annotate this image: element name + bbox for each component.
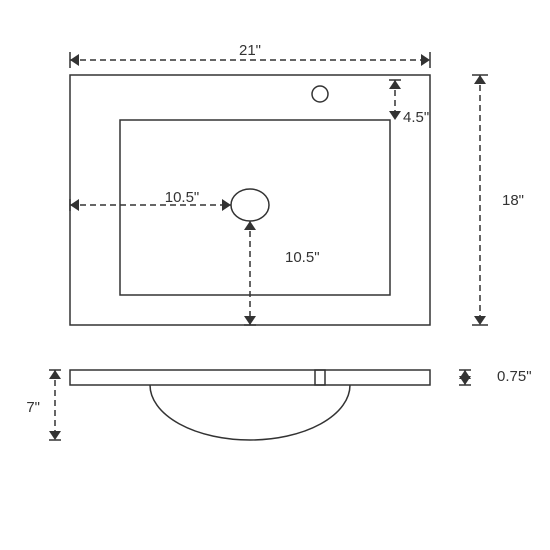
dim-height: 18": [502, 192, 524, 209]
dim-width: 21": [239, 42, 261, 59]
dim-bowl-depth: 7": [26, 399, 40, 416]
canvas-bg: [0, 0, 550, 550]
dim-rim-thick: 0.75": [497, 368, 532, 385]
dim-faucet-depth: 4.5": [403, 109, 429, 126]
dim-drain-left: 10.5": [165, 189, 200, 206]
dim-drain-bottom: 10.5": [285, 249, 320, 266]
